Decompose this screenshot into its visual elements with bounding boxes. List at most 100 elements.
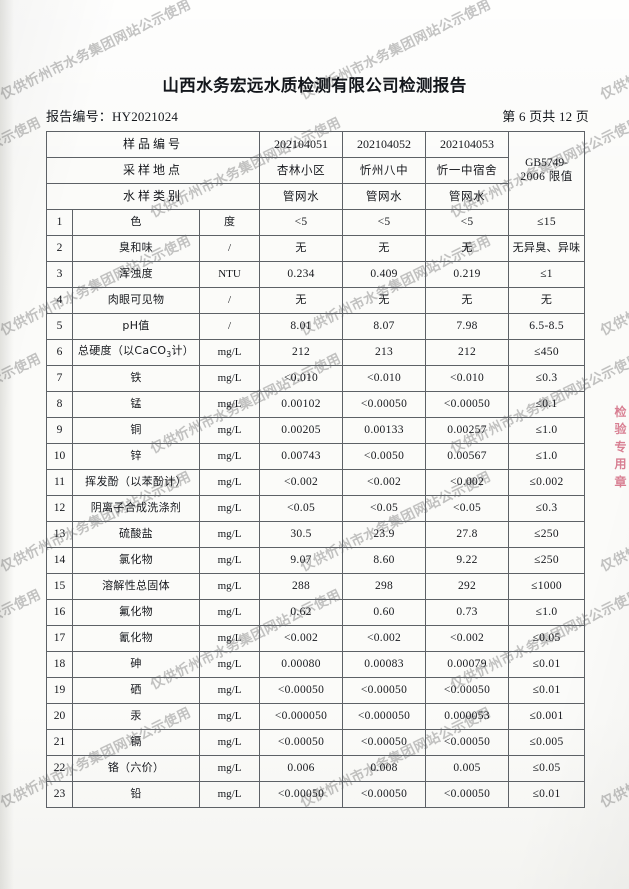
header-sample-3: 忻一中宿舍	[425, 157, 510, 184]
row-value-sample-3: 9.22	[425, 547, 510, 574]
header-row-label: 采样地点	[45, 157, 261, 184]
row-value-sample-2: <5	[342, 209, 427, 236]
row-unit: NTU	[198, 261, 261, 288]
row-unit: mg/L	[198, 365, 261, 392]
row-value-sample-1: 0.62	[259, 599, 344, 626]
row-index: 22	[46, 755, 73, 782]
row-value-sample-3: 0.00567	[425, 443, 510, 470]
row-value-sample-3: <5	[425, 209, 510, 236]
row-value-sample-3: <0.00050	[425, 677, 510, 704]
row-index: 3	[46, 261, 73, 288]
row-parameter-name: pH值	[72, 313, 200, 340]
row-parameter-name: 肉眼可见物	[72, 287, 200, 314]
table-row: 20 汞 mg/L <0.000050 <0.000050 0.000053 ≤0.001	[46, 703, 586, 730]
row-value-sample-3: 无	[425, 287, 510, 314]
row-limit: ≤1.0	[508, 443, 586, 470]
official-stamp: 检验专用章	[612, 404, 629, 522]
row-parameter-name: 氟化物	[72, 599, 200, 626]
row-parameter-name: 铁	[72, 365, 200, 392]
header-row-label: 水样类别	[45, 183, 261, 210]
row-parameter-name: 硫酸盐	[72, 521, 200, 548]
row-value-sample-3: 292	[425, 573, 510, 600]
header-sample-1: 202104051	[259, 131, 344, 158]
row-value-sample-3: <0.00050	[425, 781, 510, 808]
row-value-sample-3: <0.05	[425, 495, 510, 522]
row-unit: /	[198, 313, 261, 340]
row-value-sample-3: 0.73	[425, 599, 510, 626]
row-value-sample-2: <0.00050	[342, 677, 427, 704]
watermark-text: 仅供忻州市水务集团网站公示使用	[597, 704, 629, 812]
row-limit: ≤0.05	[508, 625, 586, 652]
row-unit: mg/L	[198, 755, 261, 782]
watermark-text: 仅供忻州市水务集团网站公示使用	[0, 350, 44, 458]
row-limit: ≤1.0	[508, 599, 586, 626]
row-index: 12	[46, 495, 73, 522]
table-row: 11 挥发酚（以苯酚计） mg/L <0.002 <0.002 <0.002 ≤0.002	[46, 469, 586, 496]
table-header-row: 采样地点 杏林小区 忻州八中 忻一中宿舍	[45, 157, 585, 184]
report-number: 报告编号：HY2021024	[46, 106, 178, 125]
water-quality-table: 样品编号 202104051 202104052 202104053 GB5749- 20…	[45, 131, 586, 808]
row-limit: ≤0.01	[508, 651, 586, 678]
row-limit: 无	[508, 287, 586, 314]
table-row: 2 臭和味 / 无无无无异臭、异味	[46, 235, 586, 262]
table-row: 14 氯化物 mg/L 9.07 8.60 9.22 ≤250	[46, 547, 586, 574]
table-row: 3 浑浊度 NTU 0.234 0.409 0.219 ≤1	[46, 261, 586, 288]
row-unit: mg/L	[198, 339, 261, 366]
row-index: 1	[46, 209, 73, 236]
row-value-sample-3: <0.010	[425, 365, 510, 392]
row-unit: mg/L	[198, 729, 261, 756]
table-row: 21 镉 mg/L <0.00050 <0.00050 <0.00050 ≤0.005	[46, 729, 586, 756]
limit-column-header: GB5749- 2006 限值	[508, 131, 586, 210]
row-index: 14	[46, 547, 73, 574]
row-value-sample-1: 无	[259, 235, 344, 262]
row-limit: 无异臭、异味	[508, 235, 586, 262]
row-parameter-name: 总硬度（以CaCO3计）	[72, 339, 200, 366]
row-value-sample-2: 0.00133	[342, 417, 427, 444]
row-unit: mg/L	[198, 625, 261, 652]
row-unit: mg/L	[198, 417, 261, 444]
watermark-text: 仅供忻州市水务集团网站公示使用	[597, 468, 629, 576]
table-row: 12 阴离子合成洗涤剂 mg/L <0.05 <0.05 <0.05 ≤0.3	[46, 495, 586, 522]
row-parameter-name: 锌	[72, 443, 200, 470]
row-index: 18	[46, 651, 73, 678]
row-index: 10	[46, 443, 73, 470]
row-parameter-name: 臭和味	[72, 235, 200, 262]
row-value-sample-3: 无	[425, 235, 510, 262]
row-value-sample-3: 0.000053	[425, 703, 510, 730]
table-row: 5 pH值/8.01 8.07 7.98 6.5-8.5	[46, 313, 586, 340]
row-index: 5	[46, 313, 73, 340]
row-limit: ≤0.002	[508, 469, 586, 496]
header-sample-2: 202104052	[342, 131, 427, 158]
row-value-sample-2: <0.00050	[342, 391, 427, 418]
row-index: 4	[46, 287, 73, 314]
page-indicator: 第 6 页共 12 页	[502, 109, 589, 124]
row-unit: mg/L	[198, 469, 261, 496]
row-limit: ≤0.01	[508, 781, 586, 808]
row-parameter-name: 铜	[72, 417, 200, 444]
row-parameter-name: 挥发酚（以苯酚计）	[72, 469, 200, 496]
table-row: 10 锌 mg/L 0.00743 <0.0050 0.00567 ≤1.0	[46, 443, 586, 470]
row-value-sample-1: <0.002	[259, 469, 344, 496]
table-row: 16 氟化物 mg/L 0.62 0.60 0.73 ≤1.0	[46, 599, 586, 626]
row-index: 17	[46, 625, 73, 652]
row-value-sample-1: 0.00205	[259, 417, 344, 444]
table-header-row: 水样类别 管网水 管网水 管网水	[45, 183, 585, 210]
row-limit: ≤1000	[508, 573, 586, 600]
row-unit: mg/L	[198, 443, 261, 470]
row-value-sample-1: 0.00080	[259, 651, 344, 678]
row-value-sample-2: 无	[342, 287, 427, 314]
row-limit: ≤0.3	[508, 495, 586, 522]
report-number-label: 报告编号：	[46, 109, 113, 124]
row-limit: ≤1	[508, 261, 586, 288]
row-value-sample-2: <0.05	[342, 495, 427, 522]
row-value-sample-3: <0.002	[425, 469, 510, 496]
row-unit: mg/L	[198, 391, 261, 418]
row-parameter-name: 阴离子合成洗涤剂	[72, 495, 200, 522]
row-limit: ≤450	[508, 339, 586, 366]
row-index: 21	[46, 729, 73, 756]
report-number-value: HY2021024	[112, 109, 179, 124]
row-limit: ≤0.1	[508, 391, 586, 418]
table-row: 17 氰化物 mg/L <0.002 <0.002 <0.002 ≤0.05	[46, 625, 586, 652]
header-sample-1: 杏林小区	[259, 157, 344, 184]
row-unit: mg/L	[198, 495, 261, 522]
